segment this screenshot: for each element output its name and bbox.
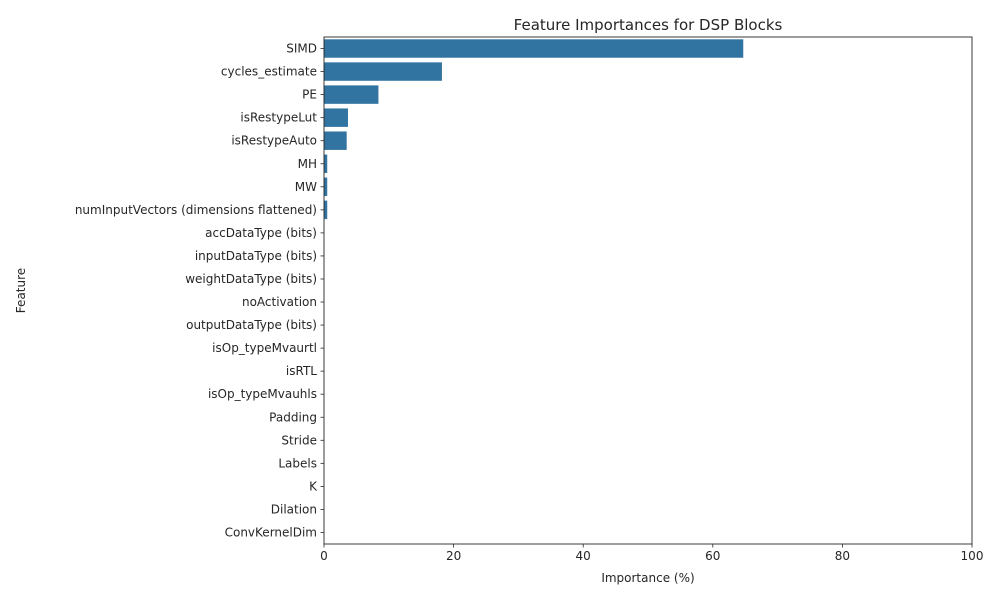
x-axis-label: Importance (%) — [601, 571, 694, 585]
y-tick-label: PE — [302, 88, 317, 102]
y-tick-label: outputDataType (bits) — [186, 318, 317, 332]
y-axis-label: Feature — [14, 268, 28, 313]
bar — [324, 131, 347, 150]
y-tick-label: MW — [295, 180, 317, 194]
y-tick-label: isRTL — [286, 364, 317, 378]
bar — [324, 108, 348, 127]
y-tick-label: Stride — [281, 433, 317, 447]
bar — [324, 154, 328, 173]
x-tick-label: 20 — [446, 549, 461, 563]
y-tick-label: MH — [298, 157, 317, 171]
y-tick-label: numInputVectors (dimensions flattened) — [75, 203, 317, 217]
y-tick-label: isRestypeAuto — [231, 134, 317, 148]
y-tick-label: accDataType (bits) — [205, 226, 317, 240]
y-tick-label: isRestypeLut — [240, 111, 317, 125]
x-tick-label: 80 — [835, 549, 850, 563]
y-tick-label: SIMD — [286, 42, 317, 56]
bar — [324, 200, 328, 220]
bars-layer — [324, 39, 744, 220]
y-tick-label: weightDataType (bits) — [185, 272, 317, 286]
bar — [324, 39, 744, 58]
bar — [324, 85, 379, 104]
x-tick-label: 0 — [320, 549, 328, 563]
y-tick-label: isOp_typeMvauhls — [208, 387, 317, 401]
y-tick-label: ConvKernelDim — [225, 525, 317, 539]
bar — [324, 177, 328, 197]
plot-frame — [323, 36, 973, 545]
y-tick-label: Labels — [278, 456, 317, 470]
y-tick-label: isOp_typeMvaurtl — [212, 341, 317, 355]
y-tick-label: K — [309, 479, 318, 493]
y-tick-label: noActivation — [242, 295, 317, 309]
x-tick-label: 100 — [961, 549, 984, 563]
y-tick-label: Dilation — [271, 502, 317, 516]
x-axis-ticks: 0 20 40 60 80 100 — [320, 544, 983, 563]
x-tick-label: 40 — [576, 549, 591, 563]
x-tick-label: 60 — [705, 549, 720, 563]
y-tick-label: inputDataType (bits) — [195, 249, 317, 263]
bar — [324, 62, 442, 81]
y-axis-ticks: SIMD cycles_estimate PE isRestypeLut isResty… — [75, 42, 324, 539]
y-tick-label: Padding — [269, 410, 317, 424]
chart-title: Feature Importances for DSP Blocks — [514, 16, 783, 34]
y-tick-label: cycles_estimate — [221, 65, 317, 79]
